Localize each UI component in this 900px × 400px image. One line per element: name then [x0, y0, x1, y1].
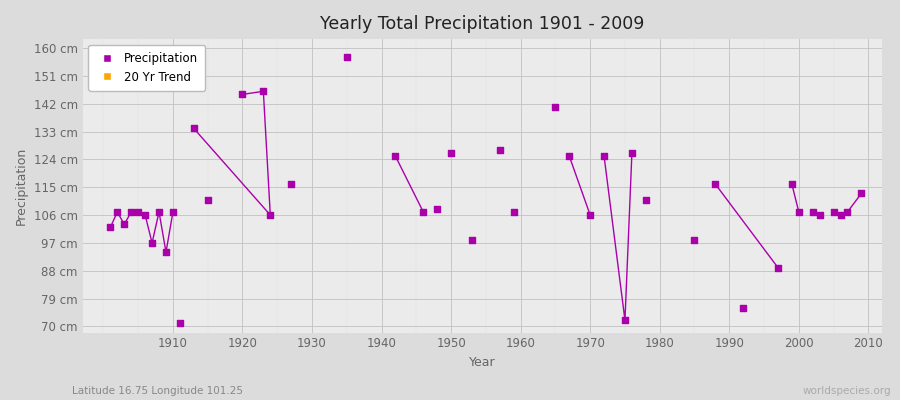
Point [464, 236, 479, 243]
Point [583, 212, 598, 218]
Point [826, 209, 841, 215]
Point [138, 212, 152, 218]
Point [388, 153, 402, 160]
Legend: Precipitation, 20 Yr Trend: Precipitation, 20 Yr Trend [88, 45, 205, 91]
Point [548, 104, 562, 110]
Point [201, 196, 215, 203]
Text: Latitude 16.75 Longitude 101.25: Latitude 16.75 Longitude 101.25 [72, 386, 243, 396]
Point [785, 181, 799, 187]
Point [124, 209, 139, 215]
Point [173, 320, 187, 326]
Point [854, 190, 868, 196]
Point [736, 305, 751, 311]
Point [841, 209, 855, 215]
Point [235, 91, 249, 98]
Title: Yearly Total Precipitation 1901 - 2009: Yearly Total Precipitation 1901 - 2009 [320, 15, 644, 33]
X-axis label: Year: Year [469, 356, 496, 369]
Text: worldspecies.org: worldspecies.org [803, 386, 891, 396]
Point [152, 209, 166, 215]
Point [639, 196, 653, 203]
Point [166, 209, 180, 215]
Point [263, 212, 277, 218]
Point [145, 240, 159, 246]
Point [708, 181, 723, 187]
Point [617, 317, 632, 324]
Point [492, 147, 507, 153]
Point [813, 212, 827, 218]
Point [104, 224, 118, 231]
Point [597, 153, 611, 160]
Point [256, 88, 271, 94]
Point [186, 125, 201, 132]
Point [833, 212, 848, 218]
Point [430, 206, 445, 212]
Point [792, 209, 806, 215]
Point [117, 221, 131, 228]
Y-axis label: Precipitation: Precipitation [15, 146, 28, 225]
Point [562, 153, 577, 160]
Point [110, 209, 124, 215]
Point [416, 209, 430, 215]
Point [806, 209, 820, 215]
Point [688, 236, 702, 243]
Point [507, 209, 521, 215]
Point [444, 150, 458, 156]
Point [770, 264, 785, 271]
Point [339, 54, 354, 60]
Point [284, 181, 299, 187]
Point [625, 150, 639, 156]
Point [158, 249, 173, 255]
Point [131, 209, 146, 215]
